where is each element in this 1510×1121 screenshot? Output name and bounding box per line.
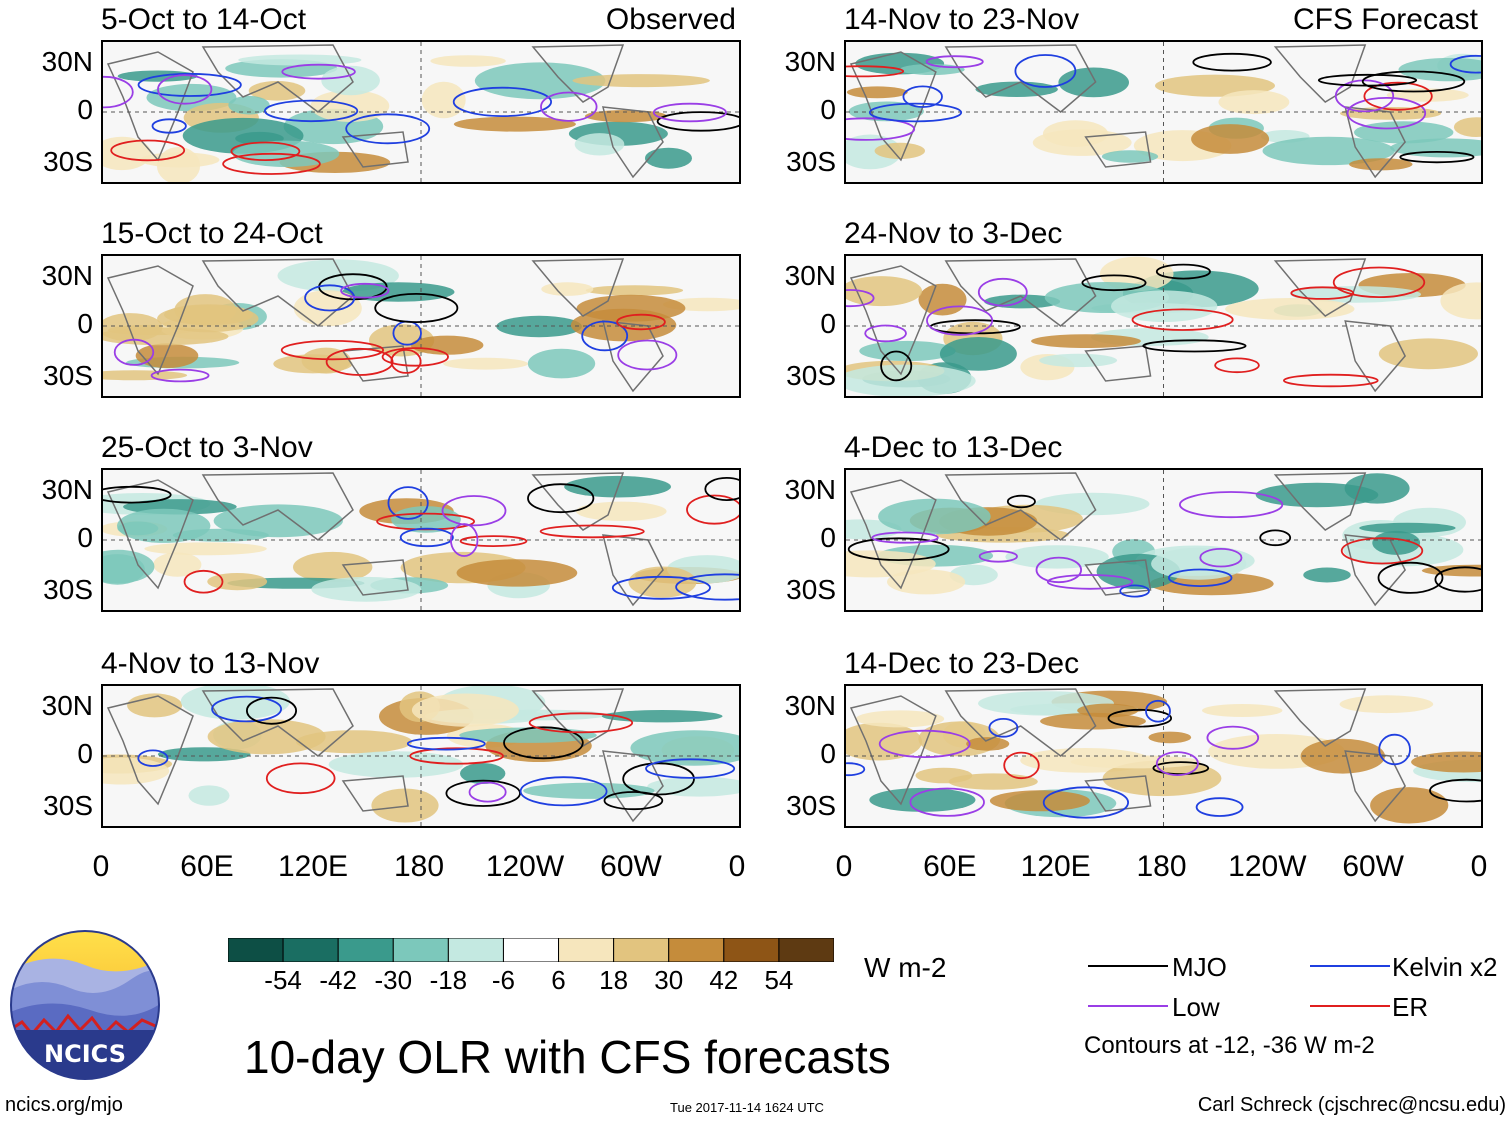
y-tick-label: 30N [784, 474, 836, 505]
legend-line-er [1310, 1005, 1390, 1007]
x-tick-label: 120E [1020, 850, 1091, 883]
legend-label-kelvin: Kelvin x2 [1392, 952, 1498, 982]
contours-note: Contours at -12, -36 W m-2 [1084, 1032, 1375, 1059]
y-tick-label: 30S [786, 574, 836, 605]
y-tick-label: 30N [41, 46, 93, 77]
colorbar-swatch [337, 938, 394, 962]
y-tick-label: 30N [41, 690, 93, 721]
colorbar-tick-label: 30 [654, 965, 684, 995]
colorbar-tick-label: -54 [264, 965, 302, 995]
y-tick-label: 0 [820, 308, 836, 339]
colorbar-swatch [392, 938, 449, 962]
legend-label-mjo: MJO [1172, 952, 1227, 982]
legend-line-mjo [1088, 965, 1168, 967]
y-tick-label: 30S [43, 574, 93, 605]
x-tick-label: 60E [180, 850, 234, 883]
x-tick-label: 60W [600, 850, 662, 883]
y-tick-label: 30S [43, 146, 93, 177]
colorbar-swatch [558, 938, 615, 962]
olr-map-panel [101, 254, 741, 398]
legend-label-er: ER [1392, 992, 1429, 1022]
panel-period-title: 4-Dec to 13-Dec [844, 431, 1063, 464]
panel-period-title: 24-Nov to 3-Dec [844, 217, 1063, 250]
colorbar-tick-label: -30 [374, 965, 413, 995]
y-tick-label: 30S [786, 146, 836, 177]
colorbar-tick-label: 54 [764, 965, 794, 995]
colorbar-tick-label: 6 [551, 965, 566, 995]
panel-period-title: 5-Oct to 14-Oct [101, 3, 307, 36]
y-tick-label: 0 [820, 738, 836, 769]
logo-text: NCICS [44, 1040, 126, 1068]
y-tick-label: 0 [77, 738, 93, 769]
olr-map-panel [844, 684, 1483, 828]
olr-map-panel [101, 40, 741, 184]
colorbar-units: W m-2 [864, 952, 947, 983]
x-tick-label: 0 [1470, 850, 1488, 883]
colorbar-tick-label: -18 [429, 965, 468, 995]
x-tick-label: 120W [485, 850, 565, 883]
y-tick-label: 30N [41, 260, 93, 291]
y-tick-label: 0 [820, 94, 836, 125]
panel-period-title: 15-Oct to 24-Oct [101, 217, 323, 250]
footer-author: Carl Schreck (cjschrec@ncsu.edu) [1197, 1094, 1506, 1116]
y-tick-label: 30N [784, 690, 836, 721]
footer-website[interactable]: ncics.org/mjo [5, 1094, 123, 1116]
y-tick-label: 30S [43, 790, 93, 821]
y-tick-label: 30N [784, 260, 836, 291]
y-tick-label: 30S [786, 360, 836, 391]
olr-map-panel [844, 468, 1483, 612]
olr-map-panel [844, 40, 1483, 184]
cfs-forecast-label: CFS Forecast [1292, 3, 1478, 36]
observed-label: Observed [605, 3, 736, 36]
colorbar-tick-label: 42 [709, 965, 739, 995]
colorbar-swatch [228, 938, 284, 962]
colorbar-swatch [447, 938, 504, 962]
y-tick-label: 30S [786, 790, 836, 821]
x-tick-label: 180 [1136, 850, 1187, 883]
x-tick-label: 180 [393, 850, 445, 883]
colorbar-swatch [723, 938, 780, 962]
x-tick-label: 120E [277, 850, 349, 883]
colorbar-tick-label: -42 [319, 965, 357, 995]
x-tick-label: 0 [92, 850, 110, 883]
x-tick-label: 60E [923, 850, 977, 883]
colorbar-swatch [613, 938, 670, 962]
panel-period-title: 25-Oct to 3-Nov [101, 431, 313, 464]
colorbar-tick-label: 18 [599, 965, 629, 995]
colorbar-swatch [778, 938, 834, 962]
colorbar-swatch [502, 938, 560, 962]
x-tick-label: 0 [835, 850, 853, 883]
colorbar-swatch [668, 938, 725, 962]
y-tick-label: 30S [43, 360, 93, 391]
y-tick-label: 0 [77, 522, 93, 553]
y-tick-label: 30N [784, 46, 836, 77]
x-tick-label: 0 [728, 850, 746, 883]
colorbar [228, 938, 834, 962]
y-tick-label: 0 [77, 308, 93, 339]
ncics-logo: NCICS [10, 930, 160, 1080]
legend-label-low: Low [1172, 992, 1220, 1022]
panel-period-title: 4-Nov to 13-Nov [101, 647, 320, 680]
olr-map-panel [844, 254, 1483, 398]
olr-map-panel [101, 468, 741, 612]
panel-period-title: 14-Dec to 23-Dec [844, 647, 1080, 680]
legend-line-kelvin [1310, 965, 1390, 967]
colorbar-swatch [282, 938, 339, 962]
colorbar-tick-label: -6 [491, 965, 516, 995]
x-tick-label: 60W [1342, 850, 1404, 883]
panel-period-title: 14-Nov to 23-Nov [844, 3, 1080, 36]
legend-line-low [1088, 1005, 1168, 1007]
y-tick-label: 0 [77, 94, 93, 125]
main-title: 10-day OLR with CFS forecasts [244, 1031, 891, 1083]
y-tick-label: 0 [820, 522, 836, 553]
footer-timestamp: Tue 2017-11-14 1624 UTC [670, 1100, 824, 1115]
olr-map-panel [101, 684, 741, 828]
y-tick-label: 30N [41, 474, 93, 505]
x-tick-label: 120W [1228, 850, 1307, 883]
